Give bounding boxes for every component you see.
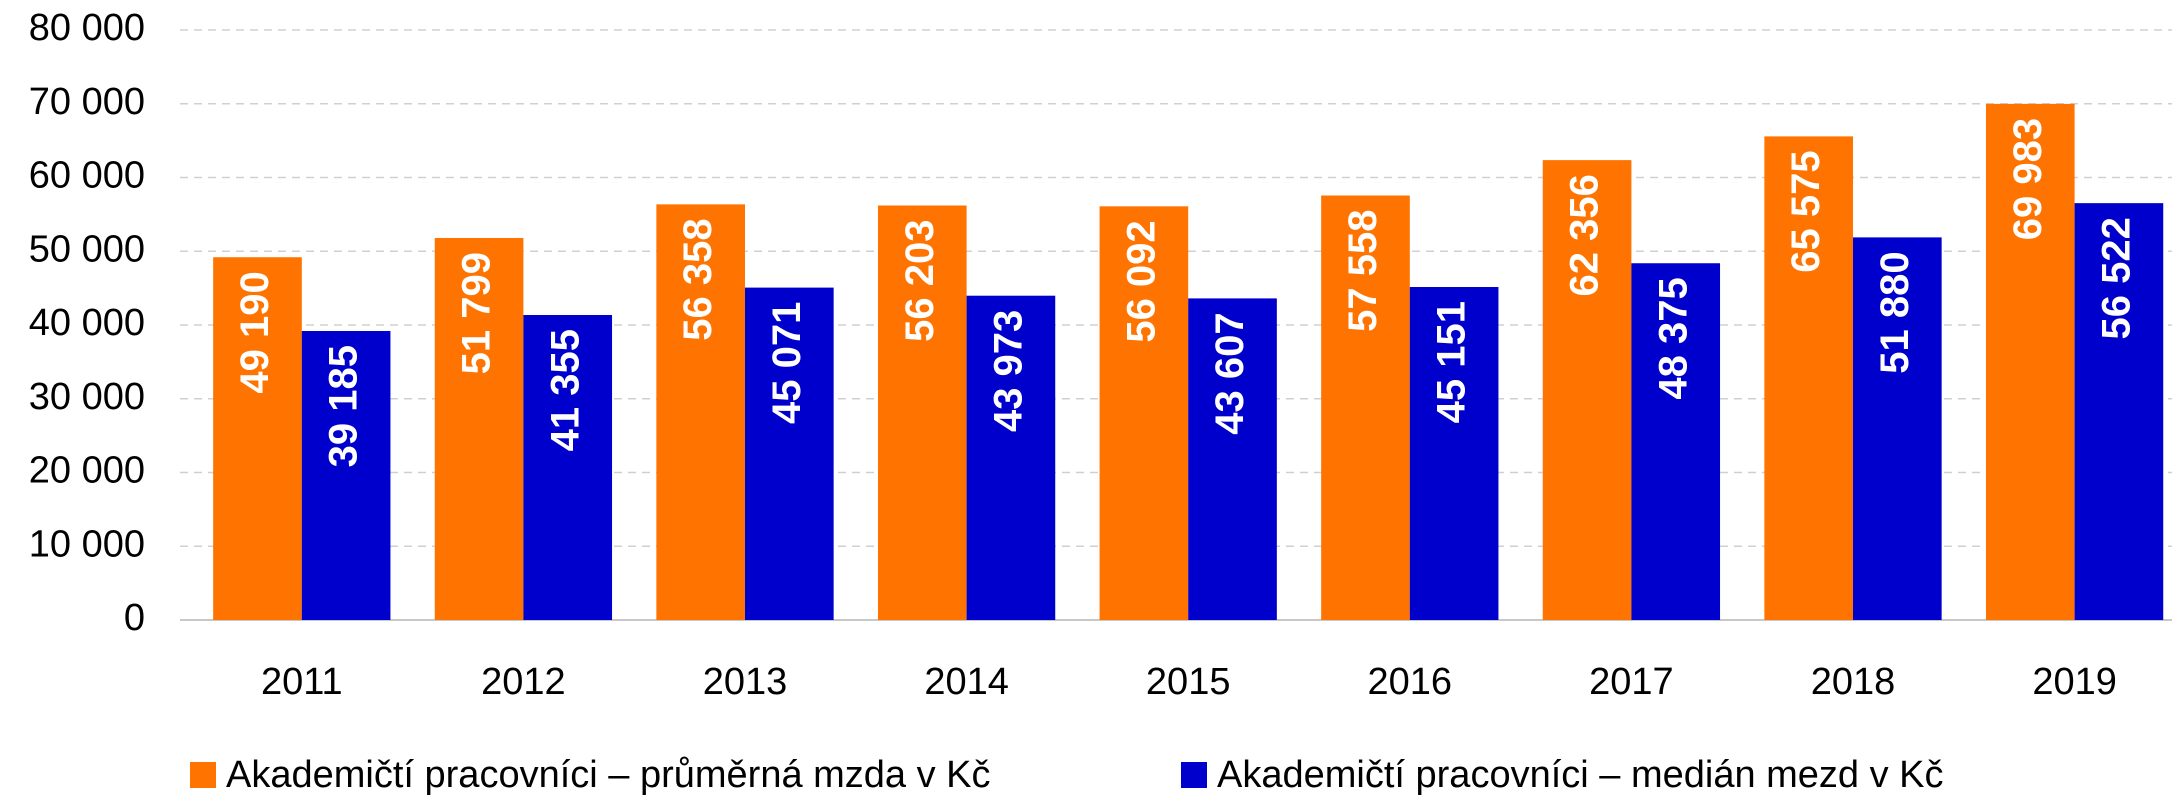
x-tick-label: 2017 [1589,661,1674,703]
value-label: 51 880 [1873,251,1917,373]
value-label: 57 558 [1341,210,1385,332]
value-label: 56 092 [1119,220,1163,342]
bar [213,257,302,620]
x-tick-label: 2016 [1368,661,1453,703]
x-tick-label: 2012 [481,661,566,703]
value-label: 39 185 [322,345,366,467]
legend-label: Akademičtí pracovníci – medián mezd v Kč [1217,754,1944,796]
value-label: 51 799 [455,252,499,374]
bar [877,205,967,620]
y-tick-label: 40 000 [29,302,145,344]
value-label: 62 356 [1563,174,1607,296]
bar [745,287,834,620]
legend-label: Akademičtí pracovníci – průměrná mzda v … [226,754,991,796]
bar [1188,298,1277,620]
value-label: 49 190 [233,271,277,393]
legend-swatch [1181,762,1207,788]
value-label: 43 973 [986,310,1030,432]
y-tick-label: 80 000 [29,7,145,49]
x-tick-label: 2018 [1811,661,1896,703]
x-tick-label: 2014 [924,661,1009,703]
value-label: 65 575 [1784,150,1828,272]
value-label: 69 983 [2006,118,2050,240]
x-tick-label: 2011 [261,661,343,703]
bar [301,331,391,620]
y-tick-label: 0 [124,597,145,639]
bar [1985,103,2075,621]
bar [523,315,613,620]
value-label: 43 607 [1208,312,1252,434]
bar [1409,287,1499,620]
bar [1542,160,1632,620]
value-label: 56 522 [2094,217,2138,339]
y-tick-label: 70 000 [29,81,145,123]
value-label: 56 203 [898,220,942,342]
bar [656,204,745,621]
bar [1099,206,1189,620]
bar [1631,263,1721,620]
bar [2074,203,2164,620]
y-tick-label: 10 000 [29,523,145,565]
bar [966,295,1056,620]
x-tick-label: 2019 [2032,661,2117,703]
y-tick-label: 60 000 [29,155,145,197]
bar [1321,195,1410,620]
value-label: 45 151 [1430,301,1474,423]
y-tick-label: 30 000 [29,376,145,418]
value-label: 56 358 [676,218,720,340]
bar [1764,136,1853,620]
bar [434,237,524,621]
legend-swatch [190,762,216,788]
x-tick-label: 2013 [703,661,788,703]
y-tick-label: 20 000 [29,450,145,492]
value-label: 45 071 [765,302,809,424]
y-tick-label: 50 000 [29,228,145,270]
value-label: 41 355 [543,329,587,451]
bar [1853,237,1942,620]
x-tick-label: 2015 [1146,661,1231,703]
value-label: 48 375 [1651,277,1695,399]
